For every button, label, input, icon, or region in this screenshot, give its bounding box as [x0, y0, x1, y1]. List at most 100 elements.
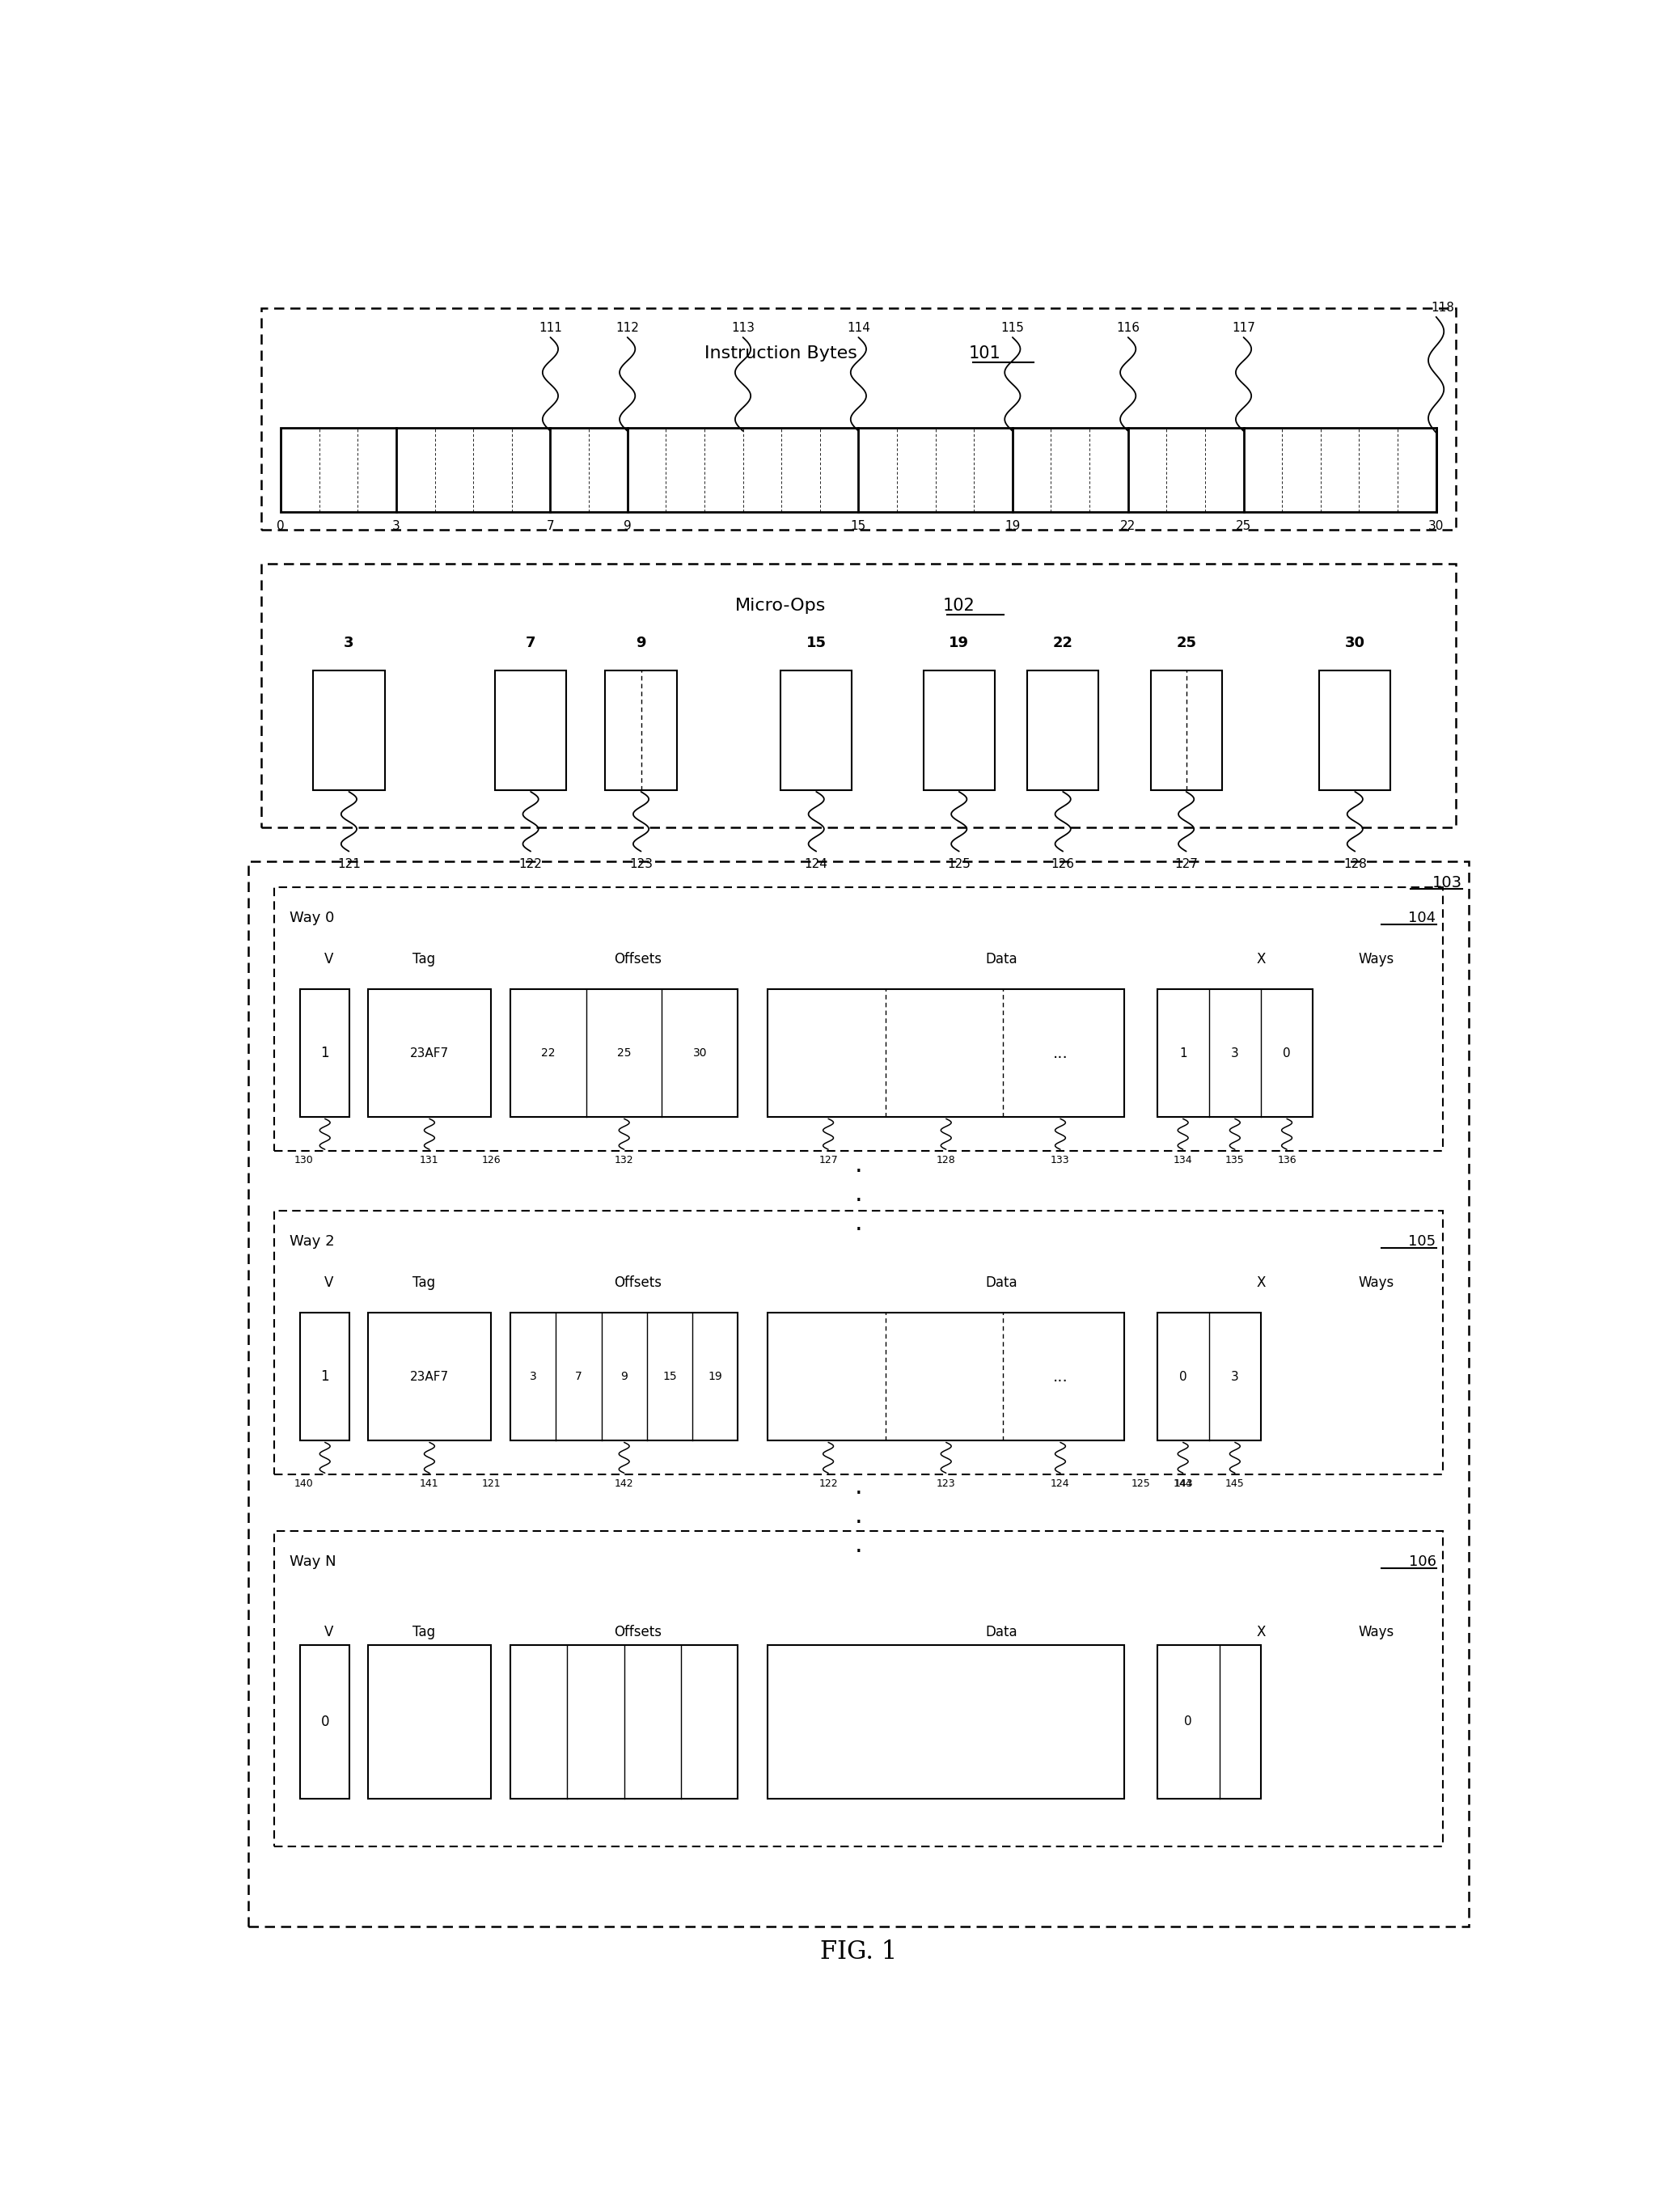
Text: 141: 141 [420, 1478, 439, 1489]
Text: 7: 7 [526, 635, 536, 650]
Text: 124: 124 [1050, 1478, 1070, 1489]
Polygon shape [511, 1314, 737, 1440]
Text: 128: 128 [1343, 858, 1367, 869]
Text: 102: 102 [943, 597, 975, 613]
Text: 116: 116 [1116, 321, 1139, 334]
Polygon shape [923, 670, 995, 790]
Text: 142: 142 [615, 1478, 633, 1489]
Text: 113: 113 [732, 321, 755, 334]
Text: 106: 106 [1409, 1555, 1435, 1568]
Text: 0: 0 [1179, 1371, 1188, 1382]
Polygon shape [300, 989, 350, 1117]
Text: 145: 145 [1226, 1478, 1245, 1489]
Text: 1: 1 [320, 1046, 330, 1060]
Text: Way 2: Way 2 [290, 1234, 335, 1250]
Text: 128: 128 [936, 1155, 956, 1166]
Text: 3: 3 [529, 1371, 536, 1382]
Text: V: V [325, 951, 333, 967]
Text: 101: 101 [968, 345, 1002, 363]
Polygon shape [1320, 670, 1390, 790]
Text: 22: 22 [1054, 635, 1074, 650]
Text: Ways: Ways [1358, 1276, 1394, 1290]
Text: 30: 30 [693, 1048, 707, 1060]
Polygon shape [511, 1646, 737, 1798]
Text: 15: 15 [662, 1371, 677, 1382]
Polygon shape [313, 670, 385, 790]
Text: 15: 15 [851, 520, 866, 533]
Text: Offsets: Offsets [615, 1276, 662, 1290]
Text: 126: 126 [481, 1155, 501, 1166]
Text: 3: 3 [1231, 1371, 1240, 1382]
Text: ·: · [854, 1511, 863, 1535]
Text: Data: Data [985, 1276, 1017, 1290]
Polygon shape [1027, 670, 1099, 790]
Text: Data: Data [985, 1624, 1017, 1639]
Text: 3: 3 [1231, 1046, 1240, 1060]
Text: 0: 0 [276, 520, 285, 533]
Text: 122: 122 [519, 858, 543, 869]
Text: 9: 9 [623, 520, 631, 533]
Polygon shape [1157, 1314, 1261, 1440]
Text: 9: 9 [636, 635, 647, 650]
Text: Data: Data [985, 951, 1017, 967]
Text: 136: 136 [1278, 1155, 1296, 1166]
Text: 1: 1 [320, 1369, 330, 1385]
Polygon shape [781, 670, 853, 790]
Text: 19: 19 [709, 1371, 722, 1382]
Text: 0: 0 [1283, 1046, 1291, 1060]
Text: 123: 123 [630, 858, 653, 869]
Text: 117: 117 [1231, 321, 1255, 334]
Text: X: X [1256, 1624, 1265, 1639]
Text: 19: 19 [950, 635, 970, 650]
Text: 125: 125 [948, 858, 971, 869]
Text: 143: 143 [1174, 1478, 1193, 1489]
Text: 125: 125 [1131, 1478, 1151, 1489]
Text: 3: 3 [343, 635, 353, 650]
Text: 22: 22 [1121, 520, 1136, 533]
Text: 132: 132 [615, 1155, 633, 1166]
Polygon shape [511, 989, 737, 1117]
Text: 103: 103 [1432, 876, 1462, 891]
Text: 118: 118 [1430, 301, 1454, 314]
Text: Ways: Ways [1358, 1624, 1394, 1639]
Text: X: X [1256, 1276, 1265, 1290]
Text: 126: 126 [1052, 858, 1075, 869]
Text: 30: 30 [1345, 635, 1365, 650]
Text: 15: 15 [806, 635, 826, 650]
Text: Ways: Ways [1358, 951, 1394, 967]
Text: ·: · [854, 1161, 863, 1183]
Text: 30: 30 [1429, 520, 1444, 533]
Text: 134: 134 [1174, 1155, 1193, 1166]
Text: 22: 22 [541, 1048, 556, 1060]
Text: 122: 122 [819, 1478, 838, 1489]
Text: Tag: Tag [412, 1624, 436, 1639]
Polygon shape [300, 1646, 350, 1798]
Text: Instruction Bytes: Instruction Bytes [703, 345, 858, 363]
Text: ...: ... [1052, 1046, 1069, 1062]
Polygon shape [368, 989, 491, 1117]
Text: 115: 115 [1000, 321, 1023, 334]
Text: ·: · [854, 1219, 863, 1243]
Text: ·: · [854, 1190, 863, 1212]
Text: 0: 0 [1184, 1717, 1193, 1728]
Polygon shape [1157, 1646, 1261, 1798]
Polygon shape [368, 1646, 491, 1798]
Text: 3: 3 [392, 520, 400, 533]
Text: 127: 127 [819, 1155, 838, 1166]
Text: 131: 131 [420, 1155, 439, 1166]
Text: Way 0: Way 0 [290, 911, 335, 925]
Text: 123: 123 [936, 1478, 956, 1489]
Text: 7: 7 [546, 520, 554, 533]
Text: 19: 19 [1005, 520, 1020, 533]
Text: 25: 25 [1176, 635, 1196, 650]
Polygon shape [368, 1314, 491, 1440]
Text: V: V [325, 1624, 333, 1639]
Text: 9: 9 [620, 1371, 628, 1382]
Text: 140: 140 [295, 1478, 313, 1489]
Text: 1: 1 [1179, 1046, 1188, 1060]
Text: ...: ... [1052, 1369, 1069, 1385]
Text: 23AF7: 23AF7 [410, 1046, 449, 1060]
Text: 121: 121 [481, 1478, 501, 1489]
Text: 124: 124 [804, 858, 827, 869]
Text: 7: 7 [575, 1371, 583, 1382]
